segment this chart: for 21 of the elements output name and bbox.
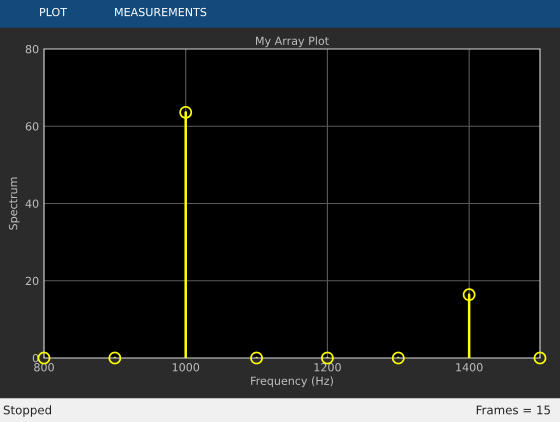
x-axis-title: Frequency (Hz)	[251, 376, 333, 388]
y-tick-label: 20	[26, 276, 38, 286]
x-tick-label: 1400	[456, 363, 483, 372]
point	[392, 352, 405, 364]
y-tick-label: 40	[26, 199, 38, 208]
point	[108, 352, 122, 364]
text: Frames = 15	[476, 406, 550, 414]
point	[179, 106, 192, 119]
text: PLOT	[40, 8, 68, 16]
y-tick-label: 60	[26, 122, 38, 131]
x-tick-label: 1200	[314, 363, 341, 372]
point	[534, 352, 546, 364]
x-tick-label: 800	[34, 363, 54, 372]
x-tick-label: 1000	[172, 363, 200, 372]
point	[462, 288, 476, 302]
text: MEASUREMENTS	[115, 8, 206, 16]
y-tick-label: 80	[26, 44, 38, 54]
chart-title: My Array Plot	[256, 36, 329, 48]
point	[250, 352, 263, 364]
text: Stopped	[4, 405, 52, 417]
y-axis-title: Spectrum	[8, 178, 20, 230]
